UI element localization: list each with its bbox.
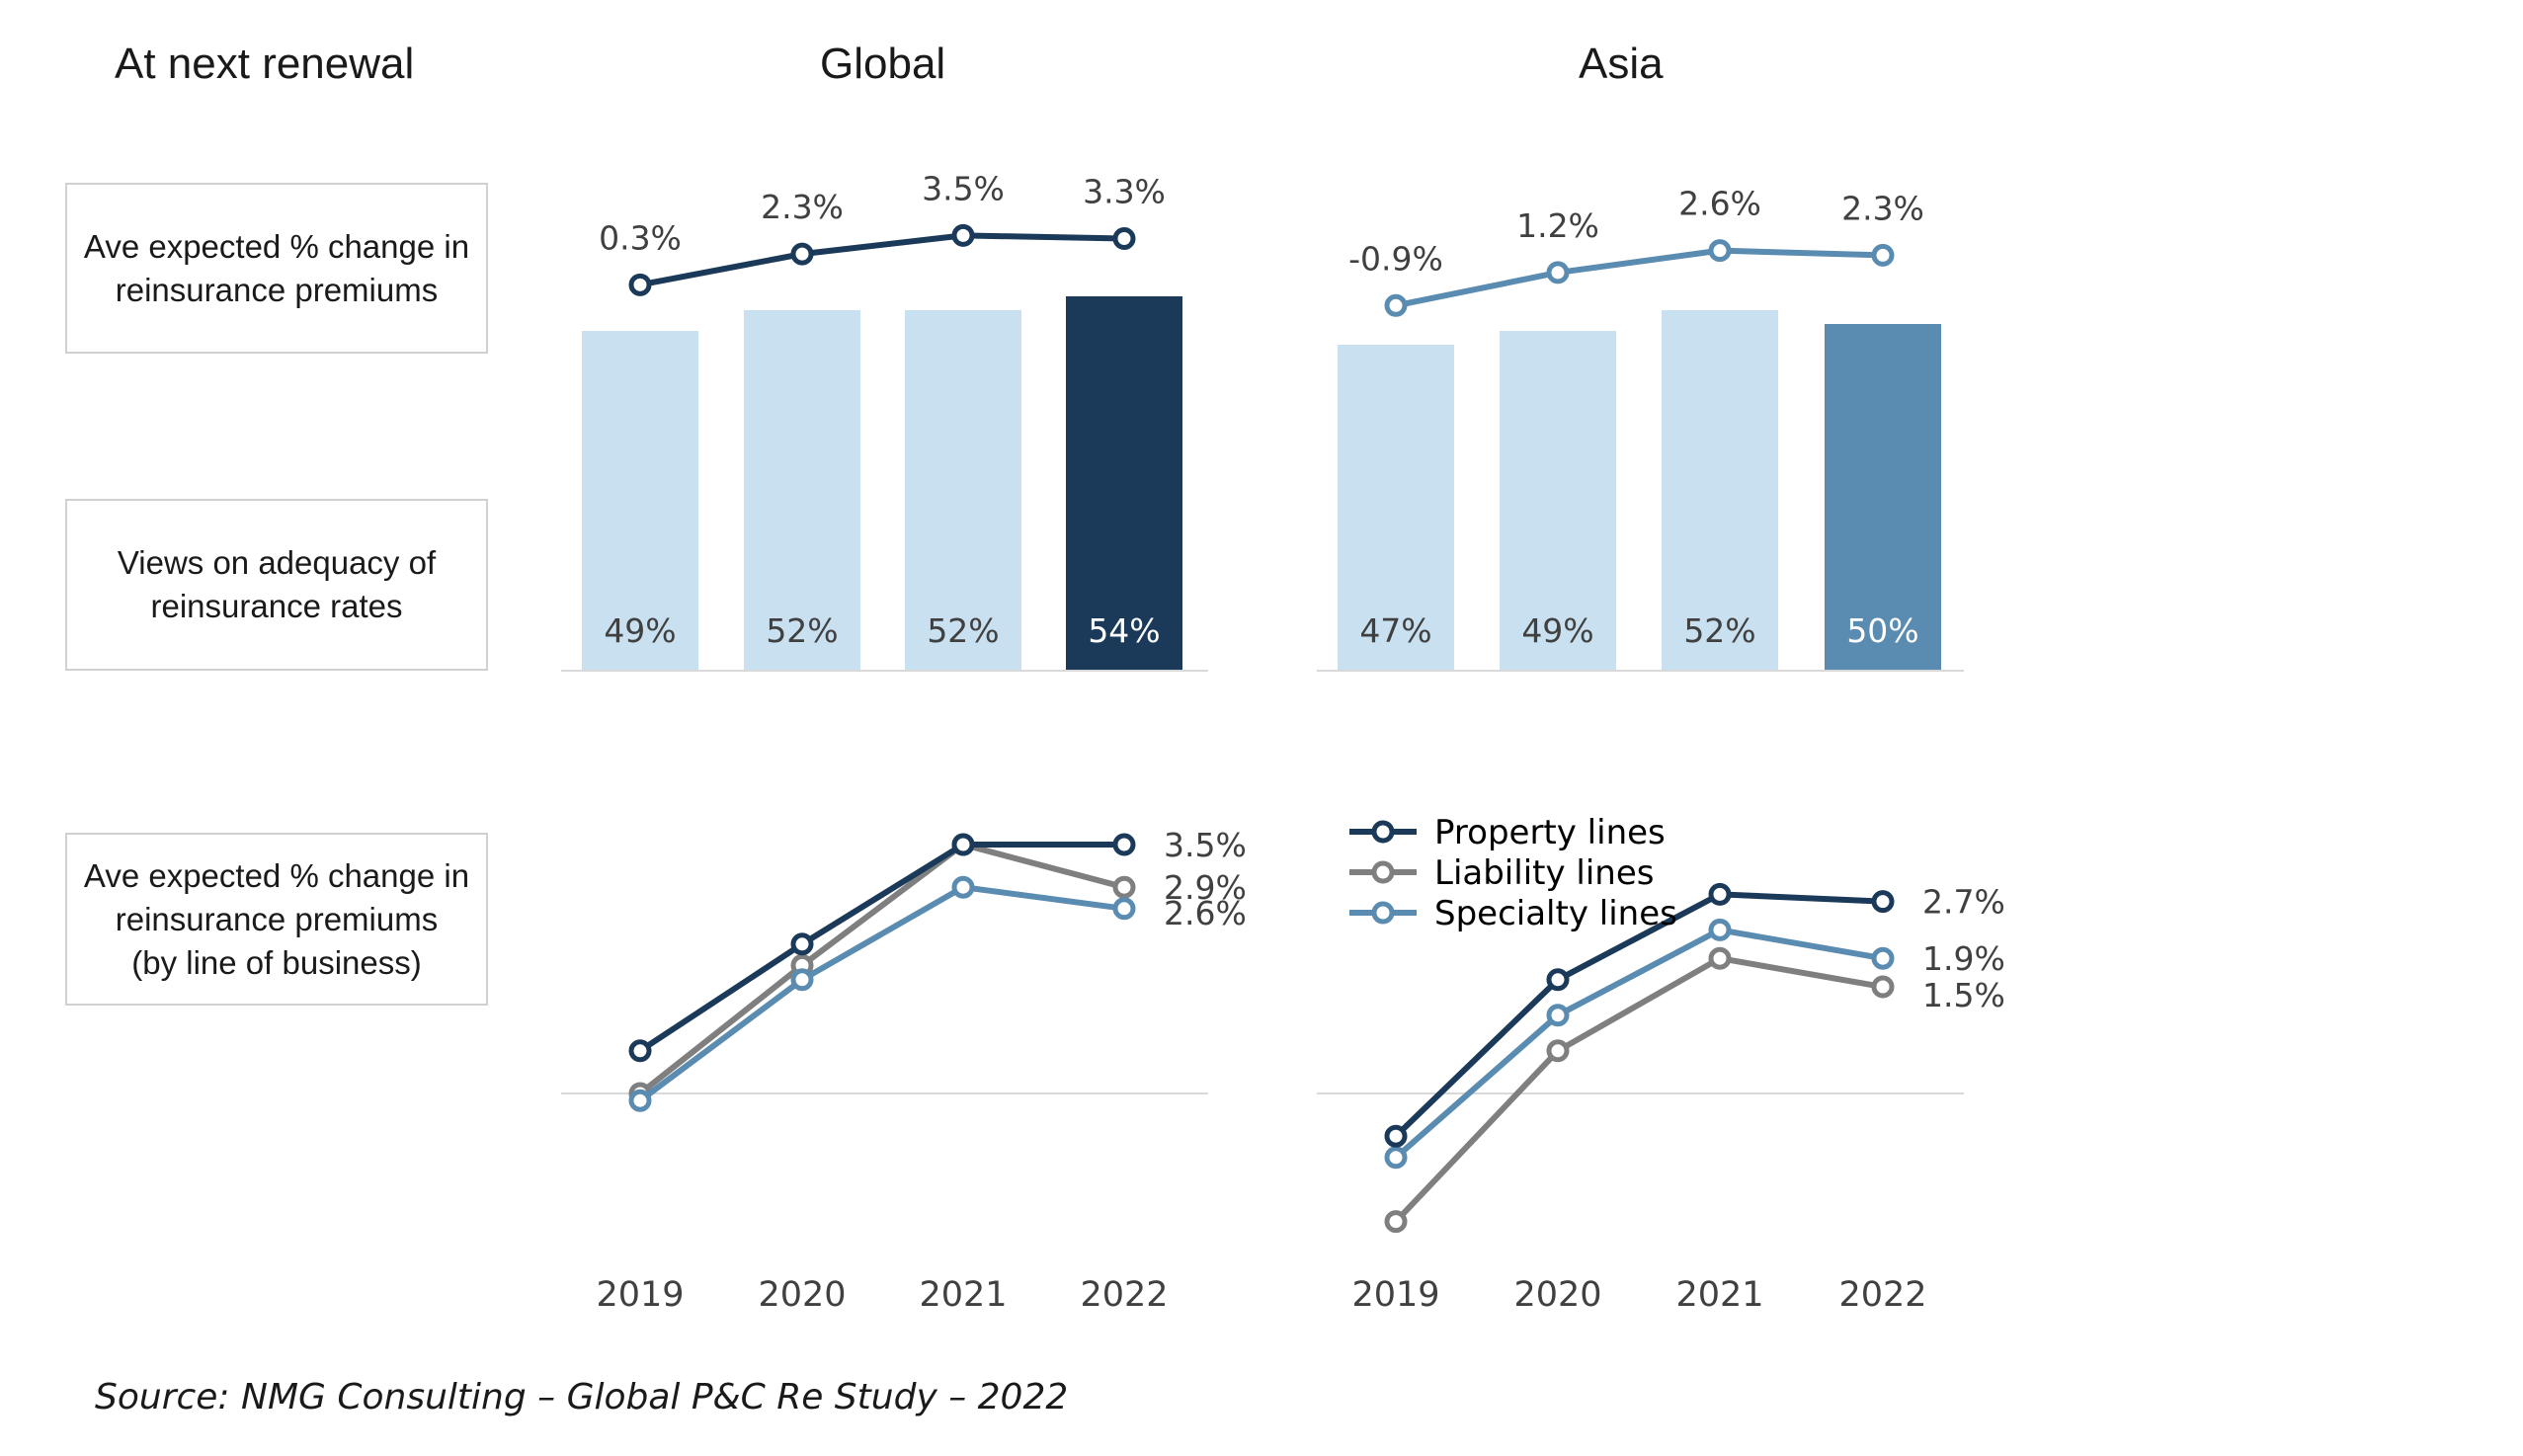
legend-swatch-marker	[1371, 860, 1395, 884]
series-point	[628, 1039, 652, 1063]
series-point	[1384, 1210, 1408, 1234]
series-end-label: 1.9%	[1922, 939, 2005, 978]
year-tick-label: 2020	[758, 1275, 846, 1315]
series-line	[638, 842, 1124, 1054]
premium-data-label: 2.6%	[1678, 185, 1761, 223]
series-end-label: 2.7%	[1922, 883, 2005, 922]
premium-point	[1384, 293, 1408, 317]
series-point	[951, 833, 975, 856]
series-point	[1871, 946, 1895, 970]
adequacy-bar	[1825, 324, 1941, 670]
row-label-by-line: Ave expected % change in reinsurance pre…	[65, 833, 488, 1006]
series-end-label: 2.6%	[1164, 894, 1247, 932]
series-line	[638, 842, 1125, 1096]
series-point	[1384, 1146, 1408, 1170]
row-label-line: (by line of business)	[131, 943, 422, 981]
series-line	[1393, 955, 1884, 1224]
bar-value-label: 49%	[1521, 611, 1593, 650]
premium-point	[1546, 261, 1570, 284]
adequacy-bar	[1338, 345, 1454, 670]
year-tick-label: 2021	[919, 1275, 1007, 1315]
bar-value-label: 52%	[927, 611, 999, 650]
year-tick-label: 2019	[1351, 1275, 1439, 1315]
adequacy-bar	[905, 310, 1021, 670]
series-point	[1112, 897, 1136, 921]
premium-point	[1708, 239, 1732, 263]
series-point	[1871, 975, 1895, 999]
premium-data-label: 3.5%	[922, 169, 1005, 207]
legend-swatch-marker	[1371, 901, 1395, 925]
adequacy-bar	[1500, 331, 1616, 670]
series-point	[1112, 833, 1136, 856]
bar-value-label: 52%	[1683, 611, 1755, 650]
bar-value-label: 49%	[604, 611, 676, 650]
year-tick-label: 2020	[1513, 1275, 1601, 1315]
premium-data-label: 1.2%	[1516, 206, 1599, 245]
premium-data-label: 2.3%	[761, 188, 844, 226]
header-asia: Asia	[1579, 40, 1664, 88]
year-tick-label: 2022	[1080, 1275, 1168, 1315]
series-point	[790, 968, 814, 992]
premium-line	[639, 232, 1125, 288]
series-point	[951, 875, 975, 899]
header-global: Global	[820, 40, 946, 88]
series-line	[638, 884, 1125, 1103]
bar-value-label: 54%	[1088, 611, 1160, 650]
series-point	[628, 1089, 652, 1112]
source-note: Source: NMG Consulting – Global P&C Re S…	[95, 1377, 1069, 1417]
bar-value-label: 52%	[766, 611, 838, 650]
premium-line	[1395, 247, 1884, 309]
series-point	[1546, 1039, 1570, 1063]
header-at-next-renewal: At next renewal	[115, 40, 415, 88]
row-label-line: Ave expected % change in	[83, 227, 470, 265]
series-point	[1708, 882, 1732, 906]
series-point	[1546, 968, 1570, 992]
bar-value-label: 50%	[1846, 611, 1918, 650]
premium-data-label: 2.3%	[1841, 189, 1924, 227]
premium-point	[628, 273, 652, 296]
premium-data-label: -0.9%	[1348, 239, 1443, 278]
row-label-line: Views on adequacy of	[117, 544, 437, 581]
series-end-label: 3.5%	[1164, 826, 1247, 864]
year-tick-label: 2021	[1675, 1275, 1763, 1315]
premium-point	[1112, 227, 1136, 251]
adequacy-bar	[582, 331, 698, 670]
series-point	[1708, 946, 1732, 970]
row-label-line: reinsurance premiums	[115, 271, 439, 308]
year-tick-label: 2019	[596, 1275, 684, 1315]
premium-point	[790, 242, 814, 266]
premium-data-label: 0.3%	[599, 218, 682, 257]
adequacy-bar	[744, 310, 860, 670]
bar-value-label: 47%	[1359, 611, 1431, 650]
series-line	[1394, 927, 1884, 1161]
legend-swatch-marker	[1371, 820, 1395, 844]
legend-label: Specialty lines	[1434, 894, 1677, 933]
series-line	[1393, 891, 1884, 1139]
series-point	[1112, 875, 1136, 899]
series-point	[1708, 918, 1732, 941]
series-end-label: 1.5%	[1922, 976, 2005, 1014]
adequacy-bar	[1662, 310, 1778, 670]
row-label-line: Ave expected % change in	[83, 856, 470, 894]
legend-label: Liability lines	[1434, 853, 1654, 893]
row-label-premiums: Ave expected % change in reinsurance pre…	[65, 183, 488, 354]
row-label-line: reinsurance premiums	[115, 900, 439, 937]
row-label-line: reinsurance rates	[150, 588, 403, 624]
premium-point	[951, 223, 975, 247]
series-point	[1384, 1124, 1408, 1148]
premium-data-label: 3.3%	[1083, 173, 1166, 211]
year-tick-label: 2022	[1838, 1275, 1926, 1315]
series-point	[790, 932, 814, 956]
series-point	[1871, 890, 1895, 914]
premium-point	[1871, 243, 1895, 267]
series-end-label: 2.9%	[1164, 868, 1247, 907]
series-point	[1546, 1004, 1570, 1027]
legend-label: Property lines	[1434, 813, 1666, 852]
adequacy-bar	[1066, 296, 1182, 670]
row-label-adequacy: Views on adequacy of reinsurance rates	[65, 499, 488, 671]
